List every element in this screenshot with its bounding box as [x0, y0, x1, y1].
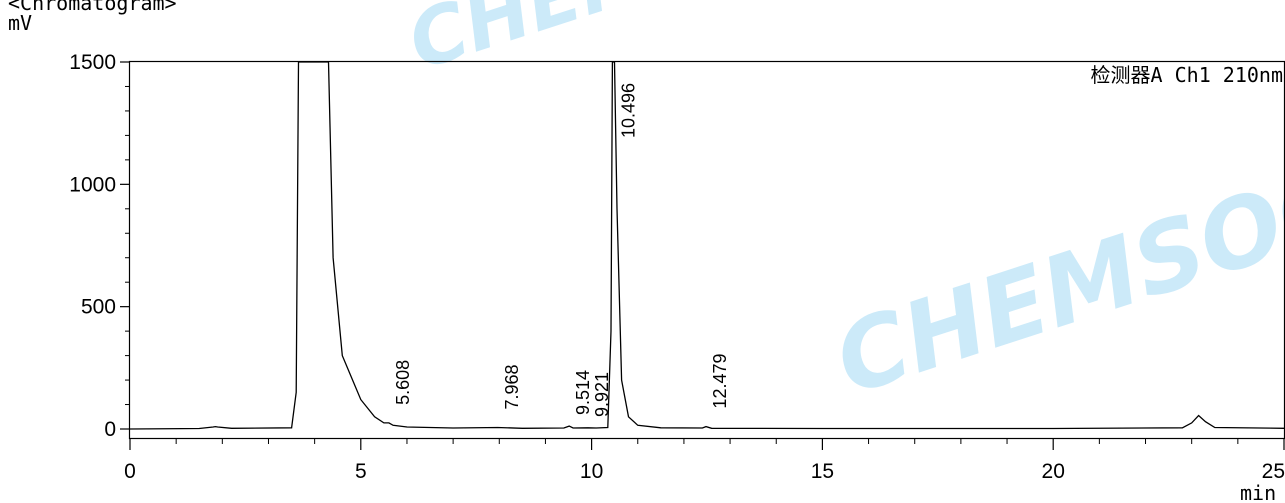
- peak-label: 5.608: [393, 360, 413, 405]
- y-axis: 0 500 1000 1500: [69, 51, 130, 441]
- watermark-bottom: CHEMSOO: [822, 142, 1285, 417]
- detector-label: 检测器A Ch1 210nm: [1091, 63, 1283, 87]
- x-tick-label: 15: [811, 460, 834, 483]
- y-tick-label: 1500: [69, 51, 116, 74]
- x-tick-label: 10: [580, 460, 603, 483]
- peak-label: 7.968: [502, 364, 522, 409]
- peak-label: 10.496: [618, 83, 638, 138]
- chart-title: <Chromatogram>: [8, 0, 177, 15]
- y-axis-unit: mV: [8, 11, 32, 35]
- peak-label: 9.921: [592, 372, 612, 417]
- x-tick-label: 0: [124, 460, 136, 483]
- x-tick-label: 20: [1042, 460, 1065, 483]
- x-tick-label: 5: [355, 460, 367, 483]
- y-tick-label: 500: [81, 296, 116, 319]
- peak-label: 12.479: [710, 353, 730, 408]
- x-tick-label: 25: [1262, 460, 1285, 483]
- watermark-top: CHEMSOO: [398, 0, 846, 88]
- y-tick-label: 0: [104, 418, 116, 441]
- x-axis-unit: min: [1240, 481, 1276, 503]
- y-tick-label: 1000: [69, 173, 116, 196]
- peak-label: 9.514: [573, 370, 593, 415]
- x-axis: 0 5 10 15 20 25: [124, 438, 1285, 483]
- chromatogram-trace: [129, 61, 1285, 430]
